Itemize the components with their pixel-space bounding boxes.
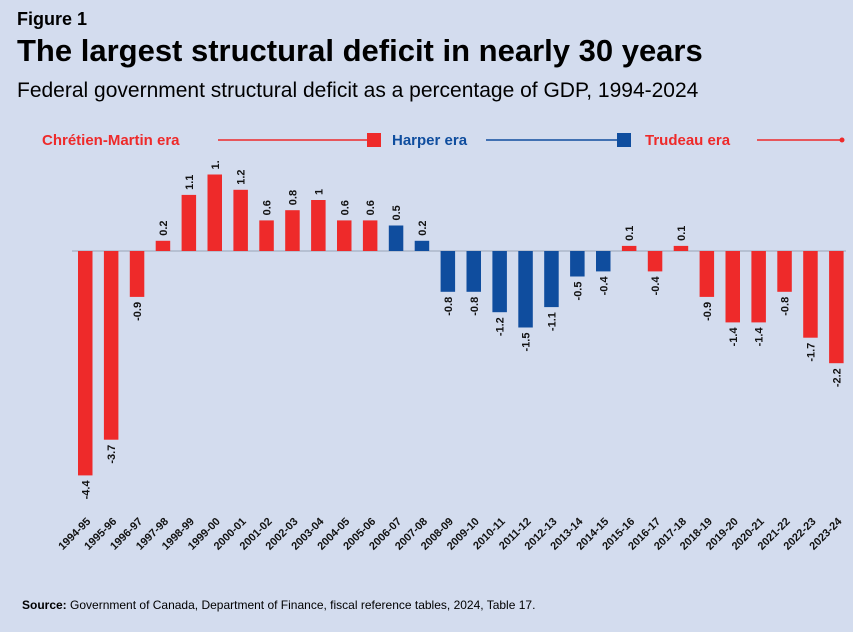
data-label-2013-14: -0.5 (572, 282, 584, 301)
bar-2007-08 (414, 240, 430, 251)
data-label-2003-04: 1 (313, 189, 325, 195)
data-label-2023-24: -2.2 (831, 368, 843, 387)
bar-1996-97 (129, 251, 145, 297)
figure-label: Figure 1 (17, 9, 88, 29)
bar-2013-14 (570, 251, 585, 277)
bar-2018-19 (699, 251, 715, 297)
data-label-2016-17: -0.4 (650, 276, 662, 296)
data-label-1997-98: 0.2 (158, 221, 170, 236)
bar-1999-00 (207, 174, 222, 251)
bar-2006-07 (388, 225, 404, 251)
data-label-1998-99: 1.1 (184, 175, 196, 190)
bar-2020-21 (751, 251, 766, 323)
data-label-1999-00: 1. (210, 160, 222, 169)
bar-2017-18 (673, 245, 689, 251)
data-label-2018-19: -0.9 (702, 302, 714, 321)
data-label-2015-16: 0.1 (624, 226, 636, 241)
bar-2019-20 (725, 251, 740, 323)
bar-2011-12 (518, 251, 533, 328)
data-label-2011-12: -1.5 (521, 333, 533, 352)
bar-2021-22 (777, 251, 792, 292)
data-label-1994-95: -4.4 (80, 480, 92, 500)
data-label-2007-08: 0.2 (417, 221, 429, 236)
data-label-2012-13: -1.1 (546, 312, 558, 331)
data-label-2022-23: -1.7 (805, 343, 817, 362)
data-label-2001-02: 0.6 (262, 200, 274, 215)
bar-2012-13 (544, 251, 559, 308)
bar-1995-96 (103, 251, 119, 440)
era-marker-1 (617, 133, 631, 147)
era-label-0: Chrétien-Martin era (42, 132, 180, 149)
chart-title: The largest structural deficit in nearly… (17, 33, 703, 68)
bar-2000-01 (233, 189, 248, 251)
data-label-2004-05: 0.6 (339, 200, 351, 215)
data-label-2019-20: -1.4 (728, 327, 740, 347)
bar-2022-23 (803, 251, 818, 338)
bar-1994-95 (78, 251, 93, 476)
data-label-2009-10: -0.8 (469, 297, 481, 316)
data-label-2014-15: -0.4 (598, 276, 610, 296)
bar-2003-04 (311, 200, 326, 251)
era-marker-2 (839, 137, 845, 143)
bar-2004-05 (337, 220, 352, 251)
bar-2002-03 (285, 210, 300, 251)
bar-2005-06 (362, 220, 378, 251)
bar-2023-24 (829, 251, 844, 364)
data-label-2006-07: 0.5 (391, 205, 403, 220)
bar-1998-99 (181, 194, 197, 251)
bar-2014-15 (596, 251, 611, 272)
data-label-2021-22: -0.8 (780, 297, 792, 316)
bar-1997-98 (155, 240, 171, 251)
era-label-1: Harper era (392, 132, 468, 149)
bar-2008-09 (440, 251, 456, 292)
source-note: Source: Government of Canada, Department… (22, 598, 535, 612)
data-label-1996-97: -0.9 (132, 302, 144, 321)
source-prefix: Source: (22, 598, 67, 612)
source-text: Government of Canada, Department of Fina… (70, 598, 536, 612)
era-marker-0 (367, 133, 381, 147)
bar-2016-17 (647, 251, 663, 272)
data-label-2005-06: 0.6 (365, 200, 377, 215)
bar-2010-11 (492, 251, 507, 313)
data-label-2010-11: -1.2 (495, 317, 507, 336)
data-label-2008-09: -0.8 (443, 297, 455, 316)
data-label-1995-96: -3.7 (106, 445, 118, 464)
data-label-2017-18: 0.1 (676, 226, 688, 241)
bar-2001-02 (259, 220, 274, 251)
data-label-2020-21: -1.4 (754, 327, 766, 347)
data-label-2000-01: 1.2 (236, 170, 248, 185)
chart-subtitle: Federal government structural deficit as… (17, 79, 699, 102)
bar-2015-16 (621, 245, 637, 251)
era-label-2: Trudeau era (645, 132, 731, 149)
data-label-2002-03: 0.8 (287, 190, 299, 205)
bar-2009-10 (466, 251, 481, 292)
